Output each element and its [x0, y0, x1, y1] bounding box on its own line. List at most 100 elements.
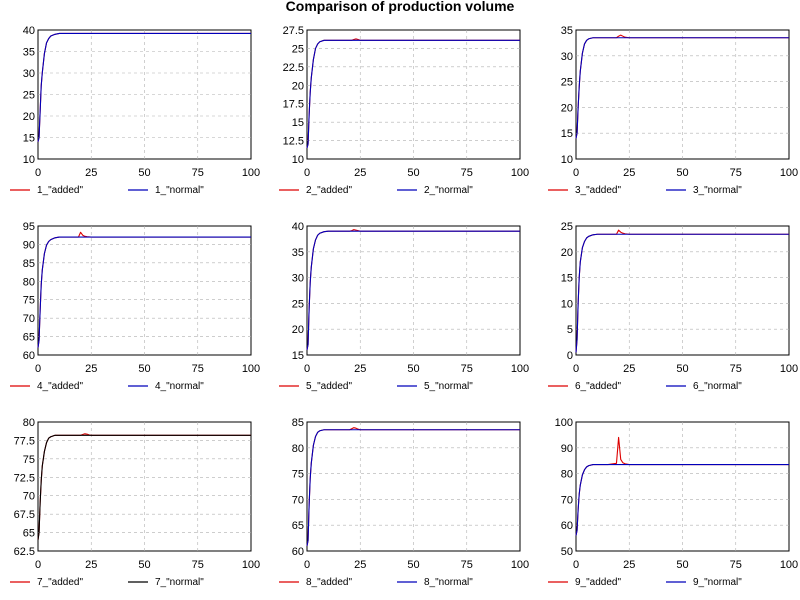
y-tick-label: 80: [561, 469, 573, 481]
series-line-3-normal: [575, 37, 789, 139]
legend-label: 6_"normal": [693, 381, 742, 392]
y-tick-label: 25: [292, 43, 304, 55]
y-tick-label: 15: [23, 133, 35, 145]
x-tick-label: 0: [304, 363, 310, 375]
y-tick-label: 80: [292, 443, 304, 455]
x-tick-label: 100: [511, 363, 529, 375]
y-tick-label: 40: [292, 221, 304, 233]
y-tick-label: 80: [23, 276, 35, 288]
x-tick-label: 0: [573, 167, 579, 179]
x-tick-label: 50: [138, 559, 150, 571]
legend-label: 8_"added": [306, 577, 352, 588]
y-tick-label: 20: [292, 80, 304, 92]
x-tick-label: 75: [730, 167, 742, 179]
y-tick-label: 15: [292, 117, 304, 129]
y-tick-label: 10: [561, 298, 573, 310]
y-tick-label: 90: [23, 239, 35, 251]
y-tick-label: 10: [292, 154, 304, 166]
plot-frame: [575, 421, 790, 552]
x-tick-label: 100: [511, 559, 529, 571]
y-tick-label: 20: [23, 111, 35, 123]
x-tick-label: 0: [35, 559, 41, 571]
y-tick-label: 90: [561, 443, 573, 455]
y-tick-label: 85: [23, 258, 35, 270]
y-tick-label: 30: [561, 51, 573, 63]
subplot-7: 62.5 65 67.5 70 72.5 75 77.5 80 0 25 50 75 100 7_"add…: [10, 417, 260, 588]
x-tick-label: 75: [461, 167, 473, 179]
x-tick-label: 50: [676, 167, 688, 179]
legend-label: 9_"normal": [693, 577, 742, 588]
x-tick-label: 100: [780, 167, 798, 179]
subplot-1: 10 15 20 25 30 35 40 0 25 50 75 100 1_"added" 1_"norm…: [10, 25, 260, 196]
subplot-2: 10 12.5 15 17.5 20 22.5 25 27.5 0 25 50 75 100 2_"add…: [279, 25, 529, 196]
legend-label: 2_"added": [306, 185, 352, 196]
y-tick-label: 35: [292, 247, 304, 259]
y-tick-label: 20: [561, 247, 573, 259]
legend-label: 7_"added": [37, 577, 83, 588]
x-tick-label: 25: [354, 559, 366, 571]
x-tick-label: 25: [623, 363, 635, 375]
x-tick-label: 25: [623, 559, 635, 571]
series-line-2-normal: [306, 39, 520, 149]
y-tick-label: 35: [561, 25, 573, 37]
y-tick-label: 25: [23, 90, 35, 102]
y-tick-label: 5: [567, 324, 573, 336]
x-tick-label: 75: [730, 559, 742, 571]
plot-frame: [37, 29, 252, 160]
y-tick-label: 25: [561, 77, 573, 89]
x-tick-label: 0: [573, 559, 579, 571]
x-tick-label: 0: [35, 363, 41, 375]
y-tick-label: 10: [561, 154, 573, 166]
x-tick-label: 50: [407, 363, 419, 375]
legend-label: 3_"added": [575, 185, 621, 196]
legend-label: 5_"added": [306, 381, 352, 392]
y-tick-label: 85: [292, 417, 304, 429]
y-tick-label: 15: [561, 273, 573, 285]
y-tick-label: 15: [561, 128, 573, 140]
x-tick-label: 75: [192, 167, 204, 179]
x-tick-label: 100: [242, 167, 260, 179]
legend-label: 8_"normal": [424, 577, 473, 588]
y-tick-label: 80: [23, 417, 35, 429]
x-tick-label: 25: [354, 363, 366, 375]
plot-frame: [306, 225, 521, 356]
series-line-5-normal: [306, 230, 520, 350]
plot-frame: [306, 421, 521, 552]
y-tick-label: 20: [292, 324, 304, 336]
y-tick-label: 25: [561, 221, 573, 233]
x-tick-label: 0: [35, 167, 41, 179]
y-tick-label: 25: [292, 298, 304, 310]
series-line-7-normal: [37, 434, 251, 541]
x-tick-label: 50: [407, 559, 419, 571]
y-tick-label: 70: [561, 494, 573, 506]
series-line-9-normal: [575, 464, 789, 536]
series-line-4-normal: [37, 236, 251, 348]
x-tick-label: 100: [242, 363, 260, 375]
x-tick-label: 0: [304, 559, 310, 571]
x-tick-label: 50: [138, 363, 150, 375]
y-tick-label: 65: [292, 520, 304, 532]
x-tick-label: 100: [780, 363, 798, 375]
legend-label: 3_"normal": [693, 185, 742, 196]
y-tick-label: 70: [292, 494, 304, 506]
series-line-6-normal: [575, 233, 789, 353]
y-tick-label: 15: [292, 350, 304, 362]
x-tick-label: 75: [192, 559, 204, 571]
x-tick-label: 0: [304, 167, 310, 179]
x-tick-label: 25: [623, 167, 635, 179]
y-tick-label: 65: [23, 528, 35, 540]
y-tick-label: 20: [561, 102, 573, 114]
y-tick-label: 77.5: [14, 435, 35, 447]
legend-label: 9_"added": [575, 577, 621, 588]
series-line-8-normal: [306, 429, 520, 546]
y-tick-label: 62.5: [14, 546, 35, 558]
y-tick-label: 72.5: [14, 472, 35, 484]
x-tick-label: 100: [242, 559, 260, 571]
x-tick-label: 25: [354, 167, 366, 179]
chart-title: Comparison of production volume: [286, 0, 515, 14]
y-tick-label: 10: [23, 154, 35, 166]
y-tick-label: 70: [23, 491, 35, 503]
x-tick-label: 25: [85, 167, 97, 179]
x-tick-label: 75: [192, 363, 204, 375]
